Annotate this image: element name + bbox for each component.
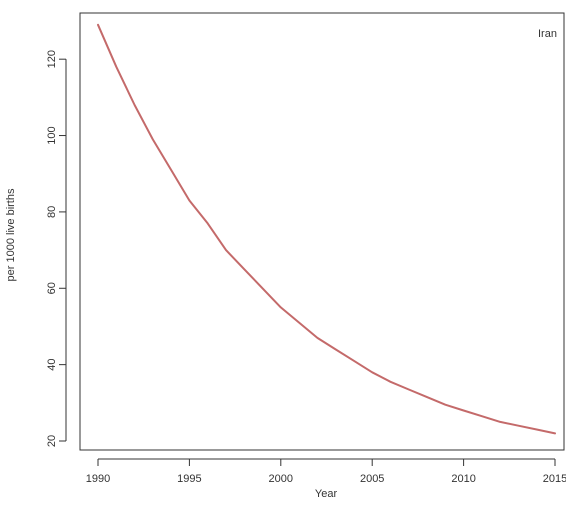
legend-label-iran: Iran [538,28,557,40]
y-tick-label-40: 40 [46,359,58,371]
series-line-iran [97,23,556,435]
y-axis-label: per 1000 live births [5,188,17,281]
y-tick-label-100: 100 [46,126,58,144]
x-tick-label-1990: 1990 [86,473,110,485]
y-tick-label-60: 60 [46,282,58,294]
x-tick-label-2000: 2000 [269,473,293,485]
x-tick-label-2005: 2005 [360,473,384,485]
plot-area-frame [79,12,565,451]
y-tick-label-20: 20 [46,435,58,447]
series-layer [97,23,556,435]
y-tick-label-80: 80 [46,206,58,218]
y-axis: 20 40 60 80 100 120 [46,50,67,447]
x-axis: 1990 1995 2000 2005 2010 2015 [86,458,566,485]
x-tick-label-2010: 2010 [451,473,475,485]
y-tick-label-120: 120 [46,50,58,68]
x-axis-label: Year [315,488,338,500]
x-tick-label-2015: 2015 [543,473,566,485]
x-tick-label-1995: 1995 [177,473,201,485]
